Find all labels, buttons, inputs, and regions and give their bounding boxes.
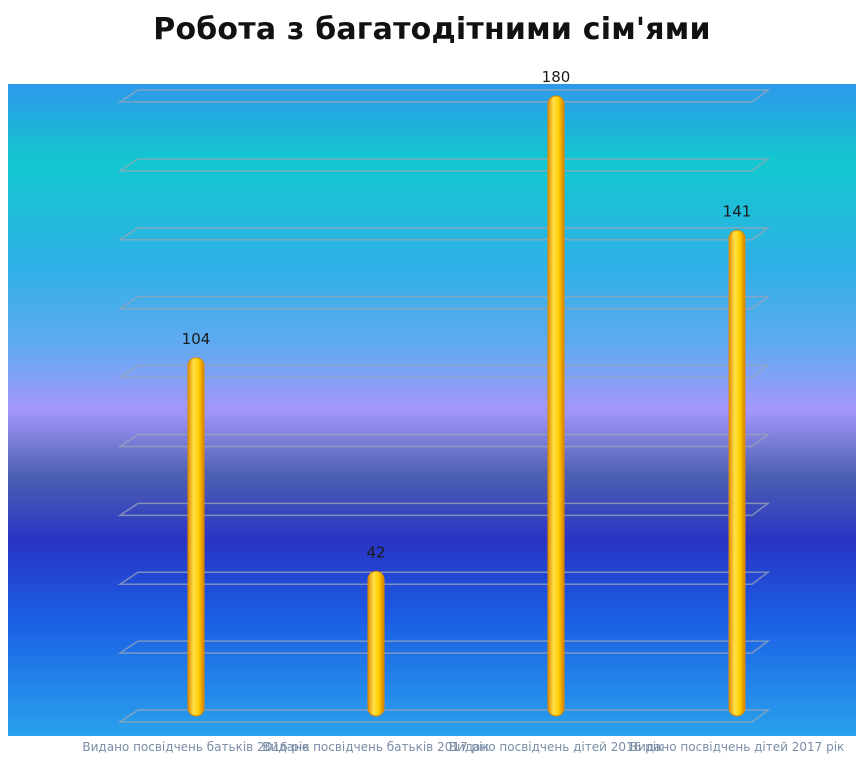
gridline (117, 227, 771, 241)
bar (367, 570, 385, 717)
x-tick-label: Видано посвідчень дітей 2017 рік (629, 740, 845, 754)
gridline (117, 433, 771, 448)
bar (728, 229, 746, 717)
gridline (117, 89, 771, 103)
x-tick-label: Видано посвідчень дітей 2016 рік (448, 740, 664, 754)
gridline (117, 709, 771, 723)
data-label: 104 (182, 330, 211, 348)
gridlines (117, 89, 771, 723)
bar (187, 357, 205, 717)
x-axis-labels: Видано посвідчень батьків 2016 рік Видано… (0, 738, 864, 760)
gridline (117, 640, 771, 654)
bars (187, 95, 746, 717)
gridline (117, 158, 771, 172)
plot-area (8, 84, 856, 736)
bar (547, 95, 565, 717)
gridline (117, 295, 771, 310)
chart-title: Робота з багатодітними сім'ями (153, 12, 711, 47)
gridline (117, 571, 771, 585)
x-tick-label: Видано посвідчень батьків 2016 рік (82, 740, 310, 754)
data-label: 141 (723, 202, 752, 220)
data-labels: 104 42 180 141 (182, 68, 752, 561)
data-label: 180 (542, 68, 571, 86)
data-label: 42 (366, 543, 385, 561)
gridline (117, 364, 771, 379)
gridline (117, 502, 771, 517)
x-tick-label: Видано посвідчень батьків 2017 рік (262, 740, 490, 754)
